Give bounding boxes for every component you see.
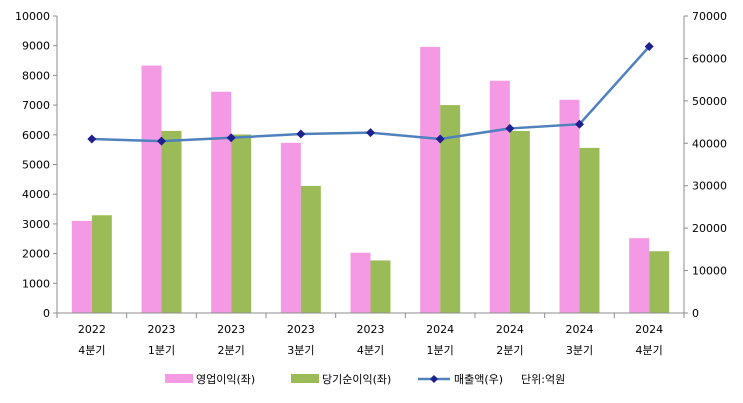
x-label-quarter: 1분기 [148,344,175,357]
bar-net-income [300,185,321,313]
bar-operating-profit [141,65,162,313]
left-tick-label: 2000 [22,248,50,261]
x-label-quarter: 4분기 [78,344,105,357]
bar-net-income [231,134,252,313]
point-revenue [644,42,654,52]
unit-note: 단위:억원 [521,373,565,386]
bar-net-income [370,260,391,313]
bar-net-income [440,105,461,313]
x-label-year: 2024 [566,323,594,336]
right-tick-label: 50000 [692,95,727,108]
bar-net-income [649,251,670,313]
bar-operating-profit [280,142,301,313]
bar-net-income [509,130,530,313]
x-label-year: 2023 [217,323,245,336]
point-revenue [505,123,515,133]
left-tick-label: 3000 [22,218,50,231]
point-revenue [226,133,236,143]
bar-net-income [161,130,182,313]
bar-operating-profit [629,238,650,313]
x-label-year: 2023 [148,323,176,336]
left-tick-label: 6000 [22,129,50,142]
x-label-quarter: 2분기 [496,344,523,357]
x-label-year: 2024 [426,323,454,336]
legend-swatch [291,374,319,383]
bar-net-income [91,215,112,313]
left-tick-label: 1000 [22,277,50,290]
bar-operating-profit [211,91,232,313]
x-label-quarter: 4분기 [636,344,663,357]
point-revenue [87,134,97,144]
x-label-quarter: 2분기 [218,344,245,357]
legend-label: 매출액(우) [454,373,503,386]
bar-operating-profit [71,220,92,313]
left-tick-label: 4000 [22,188,50,201]
legend-swatch [165,374,193,383]
labels-layer: 0 1000 2000 3000 4000 5000 6000 7000 8000 9000 100… [15,10,727,357]
x-label-year: 2024 [496,323,524,336]
x-label-year: 2024 [635,323,663,336]
left-tick-label: 8000 [22,69,50,82]
legend-label: 영업이익(좌) [196,373,255,386]
x-label-quarter: 3분기 [287,344,314,357]
right-tick-label: 70000 [692,10,727,23]
x-label-quarter: 3분기 [566,344,593,357]
bar-operating-profit [559,99,580,313]
line-layer [87,42,654,146]
x-label-quarter: 1분기 [427,344,454,357]
legend-label: 당기순이익(좌) [322,373,391,386]
left-tick-label: 10000 [15,10,50,23]
point-revenue [575,119,584,129]
point-revenue [296,129,306,139]
right-tick-label: 60000 [692,52,727,65]
left-tick-label: 7000 [22,99,50,112]
right-tick-label: 40000 [692,137,727,150]
left-tick-label: 9000 [22,40,50,53]
x-label-quarter: 4분기 [357,344,384,357]
left-tick-label: 0 [43,307,50,320]
bar-operating-profit [420,46,441,313]
bar-operating-profit [489,80,510,313]
bars-layer [71,46,670,313]
bar-operating-profit [350,252,371,313]
legend-marker [430,375,438,383]
right-tick-label: 20000 [692,222,727,235]
point-revenue [157,136,166,146]
bar-net-income [579,147,600,313]
x-label-year: 2023 [287,323,315,336]
right-tick-label: 10000 [692,265,727,278]
point-revenue [435,134,445,144]
right-tick-label: 0 [692,307,699,320]
point-revenue [366,128,375,138]
legend: 영업이익(좌) 당기순이익(좌) 매출액(우) 단위:억원 [165,373,565,386]
right-tick-label: 30000 [692,180,727,193]
axes-layer [53,15,688,318]
x-label-year: 2023 [357,323,385,336]
left-tick-label: 5000 [22,159,50,172]
x-label-year: 2022 [78,323,106,336]
